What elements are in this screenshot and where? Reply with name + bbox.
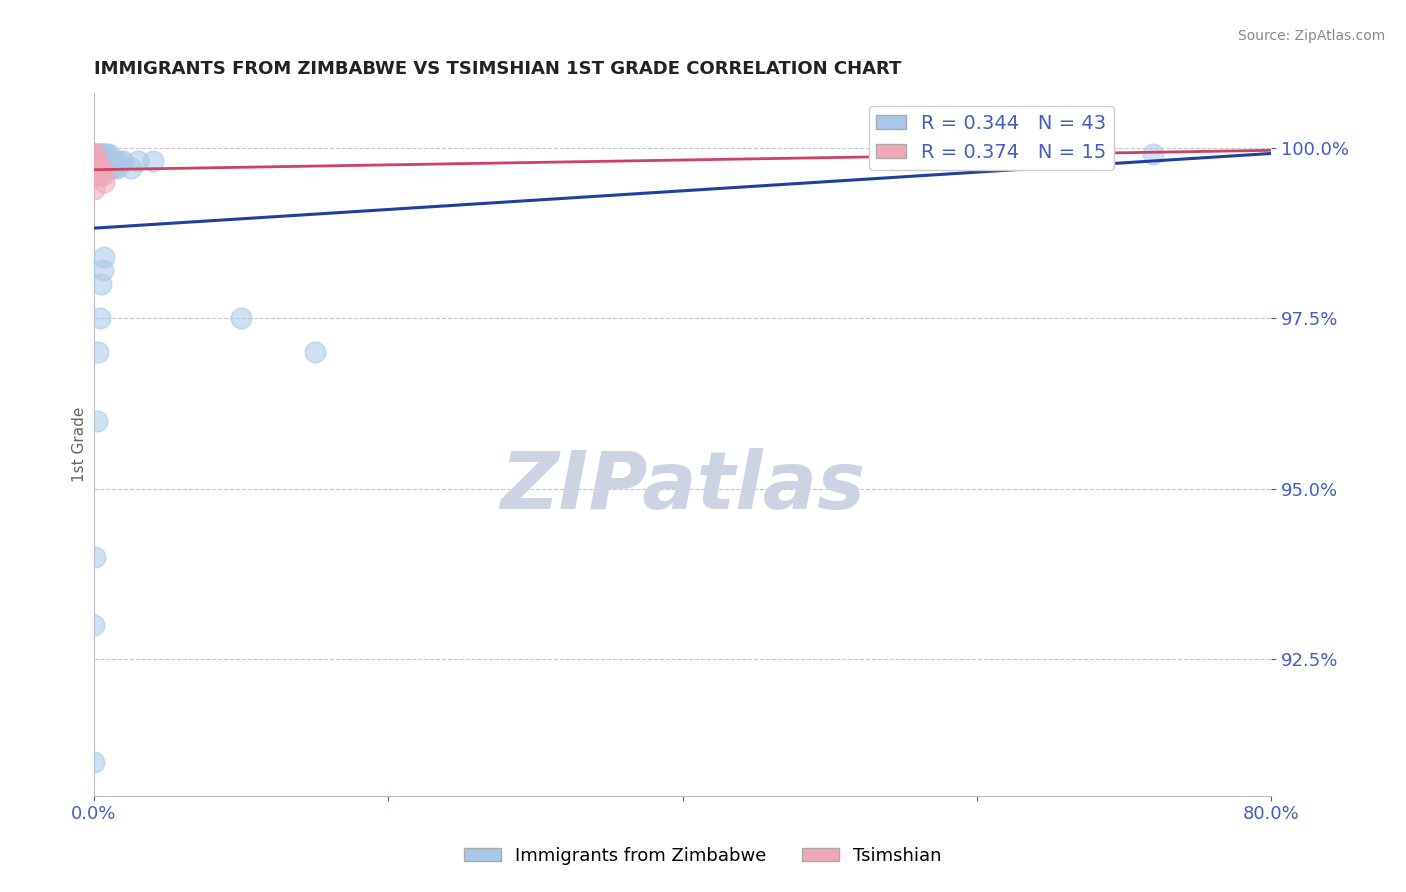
Point bbox=[86, 161, 108, 175]
Point bbox=[93, 147, 115, 161]
Legend: Immigrants from Zimbabwe, Tsimshian: Immigrants from Zimbabwe, Tsimshian bbox=[457, 840, 949, 872]
Point bbox=[86, 168, 108, 182]
Point bbox=[112, 154, 135, 169]
Point bbox=[89, 168, 111, 182]
Point bbox=[83, 147, 105, 161]
Point bbox=[83, 755, 105, 769]
Point bbox=[91, 147, 114, 161]
Point bbox=[97, 161, 120, 175]
Point bbox=[1142, 147, 1164, 161]
Point bbox=[83, 154, 105, 169]
Point bbox=[120, 161, 142, 175]
Point bbox=[87, 147, 110, 161]
Point bbox=[83, 147, 105, 161]
Point bbox=[84, 147, 107, 161]
Point bbox=[304, 345, 326, 359]
Point bbox=[93, 250, 115, 264]
Point bbox=[98, 154, 121, 169]
Point bbox=[86, 147, 108, 161]
Point bbox=[84, 549, 107, 564]
Point bbox=[94, 147, 117, 161]
Y-axis label: 1st Grade: 1st Grade bbox=[72, 407, 87, 482]
Point bbox=[107, 161, 129, 175]
Point bbox=[96, 154, 118, 169]
Point bbox=[83, 154, 105, 169]
Point bbox=[84, 161, 107, 175]
Point bbox=[83, 147, 105, 161]
Point bbox=[229, 311, 252, 326]
Point bbox=[84, 168, 107, 182]
Point bbox=[83, 161, 105, 175]
Text: Source: ZipAtlas.com: Source: ZipAtlas.com bbox=[1237, 29, 1385, 43]
Point bbox=[91, 263, 114, 277]
Legend: R = 0.344   N = 43, R = 0.374   N = 15: R = 0.344 N = 43, R = 0.374 N = 15 bbox=[869, 106, 1114, 169]
Text: ZIPatlas: ZIPatlas bbox=[501, 448, 865, 525]
Point bbox=[84, 154, 107, 169]
Point bbox=[93, 175, 115, 189]
Point bbox=[142, 154, 165, 169]
Point bbox=[100, 154, 122, 169]
Point bbox=[1039, 147, 1062, 161]
Point bbox=[86, 413, 108, 427]
Point bbox=[87, 154, 110, 169]
Point bbox=[83, 618, 105, 632]
Point bbox=[83, 181, 105, 195]
Point bbox=[90, 161, 112, 175]
Point bbox=[87, 345, 110, 359]
Text: IMMIGRANTS FROM ZIMBABWE VS TSIMSHIAN 1ST GRADE CORRELATION CHART: IMMIGRANTS FROM ZIMBABWE VS TSIMSHIAN 1S… bbox=[94, 60, 901, 78]
Point bbox=[89, 147, 111, 161]
Point bbox=[97, 147, 120, 161]
Point bbox=[966, 147, 988, 161]
Point bbox=[91, 168, 114, 182]
Point bbox=[105, 154, 128, 169]
Point bbox=[90, 147, 112, 161]
Point bbox=[127, 154, 149, 169]
Point bbox=[87, 161, 110, 175]
Point bbox=[110, 154, 132, 169]
Point bbox=[90, 277, 112, 291]
Point bbox=[89, 311, 111, 326]
Point bbox=[83, 147, 105, 161]
Point bbox=[83, 168, 105, 182]
Point bbox=[84, 147, 107, 161]
Point bbox=[86, 154, 108, 169]
Point bbox=[101, 161, 124, 175]
Point bbox=[966, 147, 988, 161]
